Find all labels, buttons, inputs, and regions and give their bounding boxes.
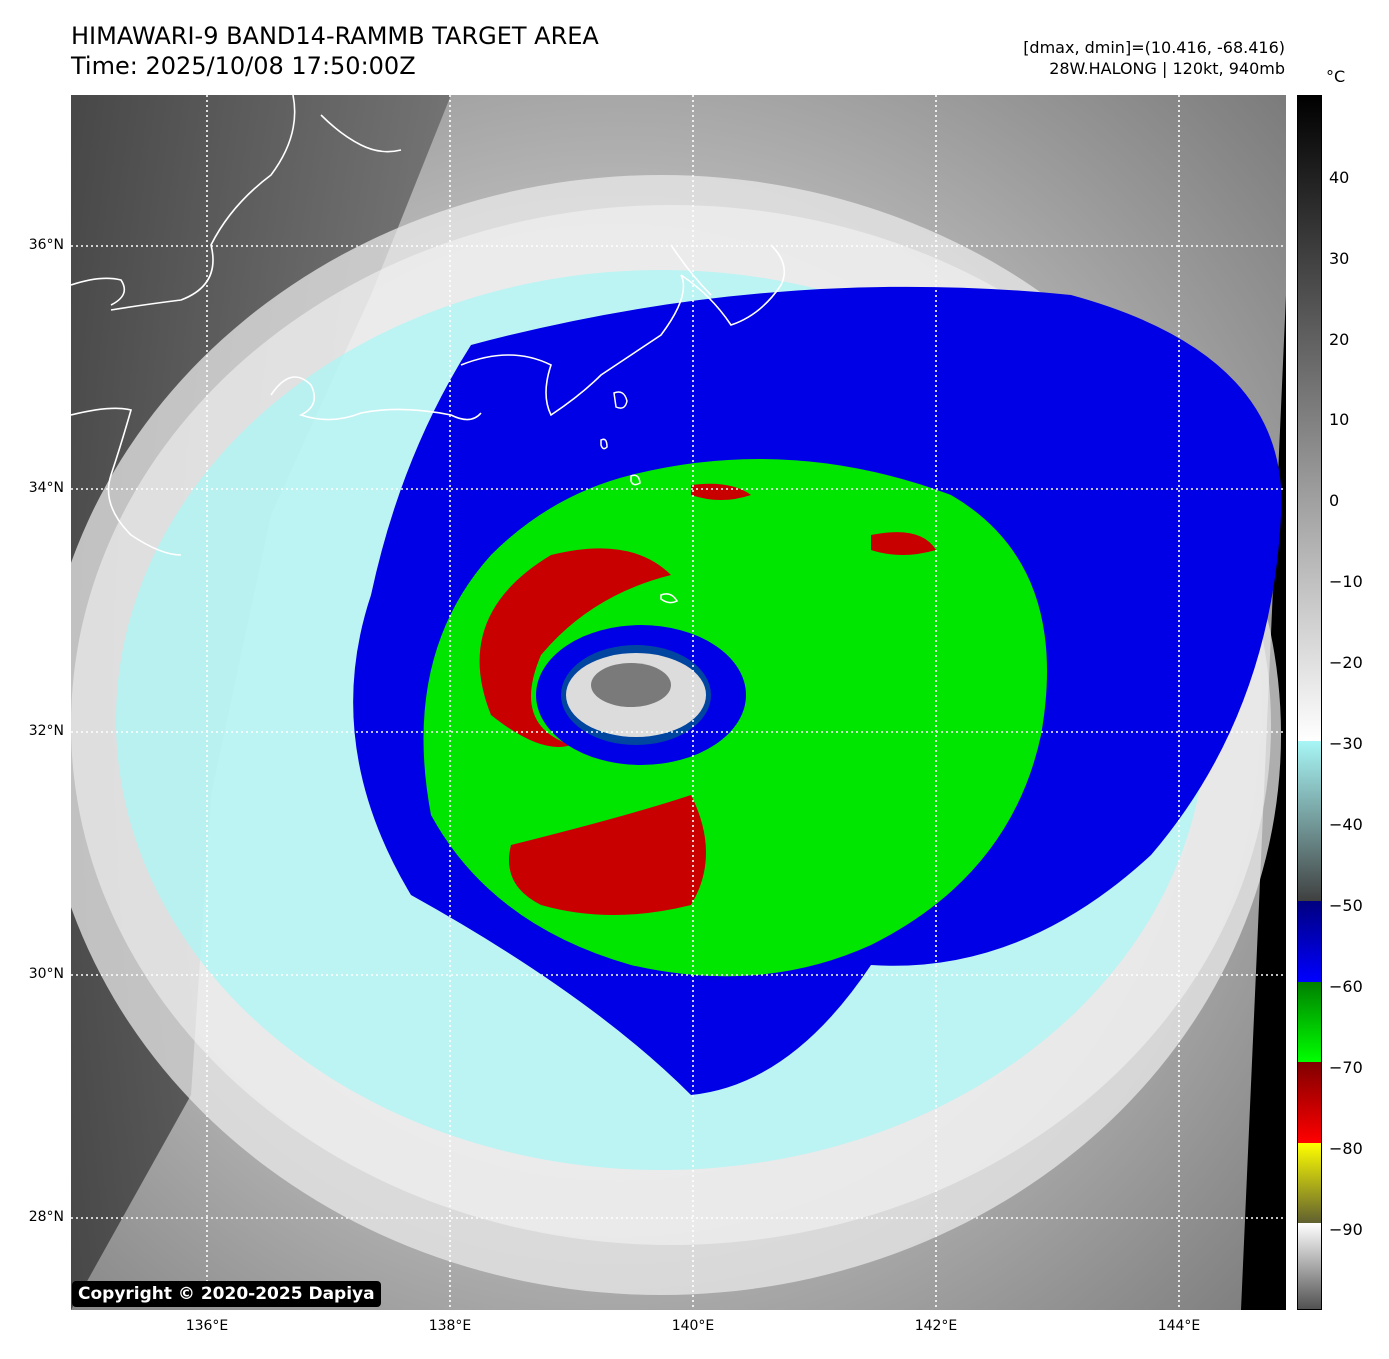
islands <box>600 391 679 604</box>
red-arc-south <box>509 795 706 915</box>
lon-label-142e: 142°E <box>914 1318 958 1334</box>
observation-time: Time: 2025/10/08 17:50:00Z <box>71 52 416 80</box>
satellite-map <box>71 95 1286 1310</box>
colorbar-tick: 10 <box>1329 410 1350 429</box>
no-data-edge <box>1241 95 1286 1310</box>
colorbar-tick: −40 <box>1329 815 1363 834</box>
colorbar-tick: −70 <box>1329 1058 1363 1077</box>
lon-label-144e: 144°E <box>1157 1318 1201 1334</box>
lat-label-32n: 32°N <box>28 723 64 739</box>
lat-label-28n: 28°N <box>28 1209 64 1225</box>
colorbar-tick: −80 <box>1329 1139 1363 1158</box>
colorbar <box>1297 95 1322 1310</box>
coastline <box>71 95 786 556</box>
chart-title: HIMAWARI-9 BAND14-RAMMB TARGET AREA <box>71 22 599 50</box>
lat-label-36n: 36°N <box>28 237 64 253</box>
copyright-badge: Copyright © 2020-2025 Dapiya <box>72 1281 381 1307</box>
storm-info: 28W.HALONG | 120kt, 940mb <box>1049 59 1285 78</box>
temperature-range: [dmax, dmin]=(10.416, -68.416) <box>1023 38 1285 57</box>
colorbar-tick: 0 <box>1329 491 1340 510</box>
lon-label-136e: 136°E <box>185 1318 229 1334</box>
lat-label-34n: 34°N <box>28 480 64 496</box>
colorbar-tick: −30 <box>1329 734 1363 753</box>
colorbar-unit: °C <box>1326 67 1346 86</box>
colorbar-tick: −60 <box>1329 977 1363 996</box>
lon-label-138e: 138°E <box>428 1318 472 1334</box>
red-arc-north <box>479 548 671 747</box>
colorbar-tick: 30 <box>1329 249 1350 268</box>
colorbar-tick: −90 <box>1329 1220 1363 1239</box>
colorbar-tick: 20 <box>1329 330 1350 349</box>
colorbar-tick: 40 <box>1329 168 1350 187</box>
lat-label-30n: 30°N <box>28 966 64 982</box>
lon-label-140e: 140°E <box>671 1318 715 1334</box>
colorbar-tick: −50 <box>1329 896 1363 915</box>
colorbar-tick: −10 <box>1329 572 1363 591</box>
colorbar-tick: −20 <box>1329 653 1363 672</box>
